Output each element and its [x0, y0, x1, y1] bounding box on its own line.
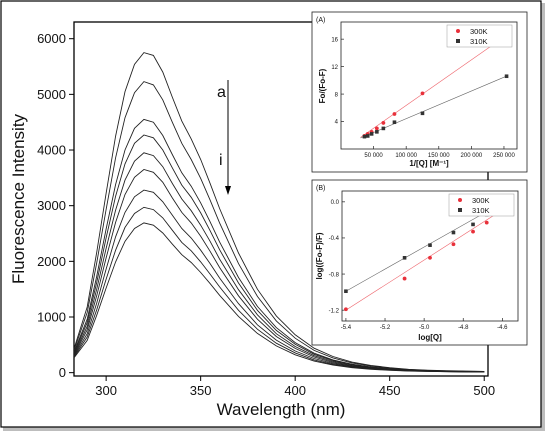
- main-y-tick-label: 3000: [37, 198, 66, 213]
- inset-a-y-tick-label: 4: [335, 120, 339, 126]
- inset-b-point-310K: [428, 243, 432, 247]
- inset-a-point-300K: [381, 121, 386, 125]
- main-series-lines: [73, 52, 485, 373]
- inset-b-panel-label: (B): [316, 185, 325, 192]
- main-x-ticks: 300 350 400 450 500: [95, 376, 495, 398]
- inset-b-y-tick-label: -1.2: [329, 308, 340, 314]
- main-x-tick-label: 300: [95, 383, 117, 398]
- main-y-ticks: 0 1000 2000 3000 4000 5000 6000: [37, 31, 74, 380]
- inset-b-point-310K: [344, 289, 348, 294]
- inset-a-point-310K: [362, 134, 367, 139]
- inset-a-point-310K: [381, 126, 386, 131]
- inset-a: (A) 50 000 100 000 150 000 200 000 250 000 4 8…: [311, 11, 528, 173]
- inset-a-point-310K: [504, 74, 509, 79]
- inset-b-y-tick-label: 0.0: [331, 200, 340, 206]
- inset-b-legend-300k-label: 300K: [472, 196, 490, 205]
- main-series-line-9: [73, 222, 485, 373]
- inset-a-x-tick-label: 100 000: [395, 153, 417, 159]
- inset-b-legend-300k-marker: [458, 198, 462, 202]
- inset-b-legend-310k-label: 310K: [472, 206, 490, 215]
- main-x-tick-label: 500: [473, 383, 495, 398]
- inset-a-legend-300k-marker: [456, 29, 460, 33]
- inset-a-legend-300k-label: 300K: [470, 27, 488, 36]
- inset-b-x-tick-label: -4.6: [497, 325, 508, 331]
- inset-a-x-axis-label: 1/[Q] [M⁻¹]: [409, 159, 449, 168]
- inset-a-x-tick-label: 50 000: [364, 153, 383, 159]
- inset-b-x-axis-label: log[Q]: [418, 333, 442, 342]
- inset-a-y-tick-label: 8: [335, 92, 339, 98]
- inset-a-x-tick-label: 150 000: [428, 153, 450, 159]
- inset-a-x-tick-label: 250 000: [493, 153, 515, 159]
- inset-b-y-axis-label: log((Fo-F)/F): [315, 232, 324, 279]
- inset-b-y-tick-label: -0.8: [329, 272, 340, 278]
- inset-a-point-310K: [375, 130, 379, 134]
- main-x-axis-label: Wavelength (nm): [217, 400, 346, 419]
- inset-a-point-310K: [420, 111, 425, 116]
- main-y-tick-label: 6000: [37, 31, 66, 46]
- inset-a-plot-area: [340, 21, 518, 150]
- main-y-axis-label: Fluorescence Intensity: [9, 113, 28, 284]
- annotation-arrow-head: [225, 186, 231, 195]
- inset-b-x-tick-label: -4.8: [458, 325, 469, 331]
- inset-a-x-tick-label: 200 000: [461, 153, 483, 159]
- inset-b-point-300K: [428, 255, 432, 260]
- inset-a-point-310K: [369, 132, 374, 136]
- inset-b-x-tick-label: -5.2: [380, 325, 391, 331]
- main-x-tick-label: 350: [190, 383, 212, 398]
- main-x-tick-label: 400: [284, 383, 306, 398]
- inset-b-point-300K: [471, 229, 475, 234]
- main-y-tick-label: 0: [59, 365, 66, 380]
- main-y-tick-label: 1000: [37, 310, 66, 325]
- inset-b-point-310K: [402, 256, 407, 260]
- main-chart: 300 350 400 450 500 0 1000 2000 3000 4000 5000 600…: [9, 21, 495, 419]
- inset-a-point-300K: [374, 126, 379, 131]
- inset-a-panel-label: (A): [316, 17, 325, 24]
- inset-b-point-300K: [451, 242, 456, 247]
- inset-b-legend-box: [448, 193, 515, 217]
- inset-a-legend: 300K 310K: [446, 24, 513, 48]
- inset-b-point-310K: [471, 222, 475, 227]
- main-y-tick-label: 5000: [37, 87, 66, 102]
- inset-b-point-300K: [344, 307, 348, 312]
- inset-a-legend-box: [446, 24, 513, 48]
- inset-b-legend-310k-marker: [458, 208, 462, 212]
- inset-a-content: 50 000 100 000 150 000 200 000 250 000 4 8 12 16: [331, 33, 515, 159]
- inset-b-legend: 300K 310K: [448, 193, 515, 217]
- main-y-tick-label: 2000: [37, 254, 66, 269]
- inset-b-x-tick-label: -5.0: [419, 325, 430, 331]
- annotation-i: i: [219, 152, 223, 169]
- inset-b-point-310K: [451, 230, 456, 235]
- inset-a-y-axis-label: Fo/(Fo-F): [318, 68, 327, 103]
- inset-a-y-tick-label: 16: [331, 37, 338, 43]
- main-series-line-2: [73, 81, 485, 372]
- main-x-tick-label: 450: [379, 383, 401, 398]
- inset-a-y-tick-label: 12: [331, 65, 338, 71]
- inset-b-point-300K: [402, 276, 407, 281]
- inset-b-plot-area: [341, 190, 519, 322]
- inset-a-point-300K: [392, 112, 397, 116]
- inset-a-point-310K: [365, 134, 370, 138]
- main-y-tick-label: 4000: [37, 143, 66, 158]
- inset-b-x-tick-label: -5.4: [341, 325, 352, 331]
- inset-b: (B) -5.4 -5.2 -5.0 -4.8 -4.6-1.2-0.8-0.40.0 …: [311, 179, 528, 346]
- inset-a-point-310K: [392, 120, 397, 125]
- inset-a-fit-line-300K: [360, 34, 509, 138]
- inset-a-point-300K: [420, 91, 425, 96]
- inset-b-y-tick-label: -0.4: [329, 236, 340, 242]
- inset-a-legend-310k-marker: [456, 39, 460, 43]
- inset-b-point-300K: [484, 220, 489, 225]
- annotation-a: a: [217, 84, 226, 101]
- inset-a-legend-310k-label: 310K: [470, 37, 488, 46]
